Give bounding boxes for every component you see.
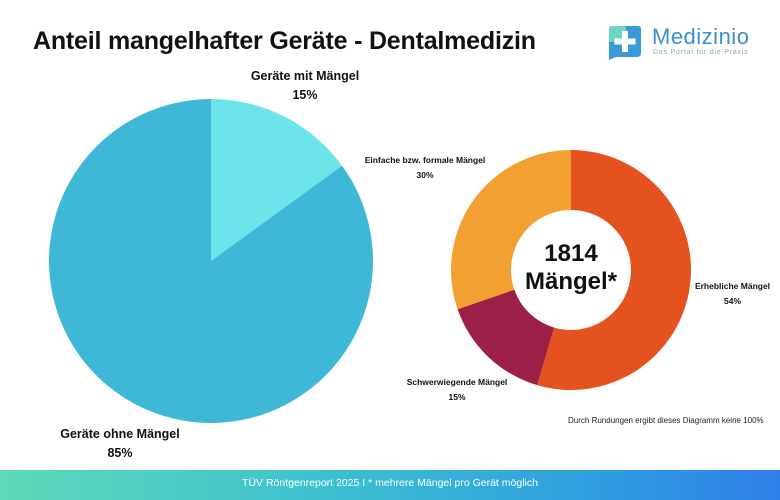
- logo: Medizinio Das Portal für die Praxis: [606, 22, 766, 64]
- medical-cross-icon: [609, 26, 641, 60]
- donut-label-severe-value: 15%: [448, 392, 466, 402]
- donut-center-unit: Mängel*: [524, 268, 617, 295]
- donut-center-count: 1814: [544, 240, 598, 267]
- pie-slice-geräte-ohne-mängel: [48, 99, 373, 424]
- pie-slice-geräte-mit-mängel: [211, 99, 343, 261]
- donut-slice-schwerwiegende-mängel: [457, 289, 555, 386]
- donut-label-significant-value: 54%: [723, 296, 741, 306]
- charts: [48, 99, 691, 424]
- rounding-note: Durch Rundungen ergibt dieses Diagramm k…: [568, 416, 764, 425]
- donut-label-formal-value: 30%: [416, 170, 434, 180]
- pie-label-without-defects-value: 85%: [107, 446, 133, 460]
- donut-label-formal-name: Einfache bzw. formale Mängel: [364, 155, 486, 165]
- pie-label-with-defects: Geräte mit Mängel 15%: [230, 67, 380, 105]
- logo-tagline: Das Portal für die Praxis: [653, 49, 749, 56]
- footer-source: TÜV Röntgenreport 2025 I * mehrere Mänge…: [0, 470, 780, 500]
- donut-label-formal: Einfache bzw. formale Mängel 30%: [355, 153, 495, 183]
- donut-label-significant: Erhebliche Mängel 54%: [685, 279, 780, 309]
- donut-slice-erhebliche-mängel: [537, 150, 691, 390]
- donut-slice-einfache-bzw-formale-mängel: [451, 150, 571, 310]
- donut-center-text: 1814 Mängel*: [511, 240, 631, 296]
- donut-label-severe: Schwerwiegende Mängel 15%: [397, 375, 517, 405]
- page-title: Anteil mangelhafter Geräte - Dentalmediz…: [33, 27, 536, 55]
- logo-name: Medizinio: [652, 24, 750, 49]
- pie-label-without-defects-name: Geräte ohne Mängel: [60, 427, 180, 441]
- pie-label-with-defects-value: 15%: [292, 88, 318, 102]
- pie-label-with-defects-name: Geräte mit Mängel: [250, 69, 360, 83]
- pie-label-without-defects: Geräte ohne Mängel 85%: [45, 425, 195, 463]
- donut-label-severe-name: Schwerwiegende Mängel: [406, 377, 508, 387]
- donut-label-significant-name: Erhebliche Mängel: [694, 281, 771, 291]
